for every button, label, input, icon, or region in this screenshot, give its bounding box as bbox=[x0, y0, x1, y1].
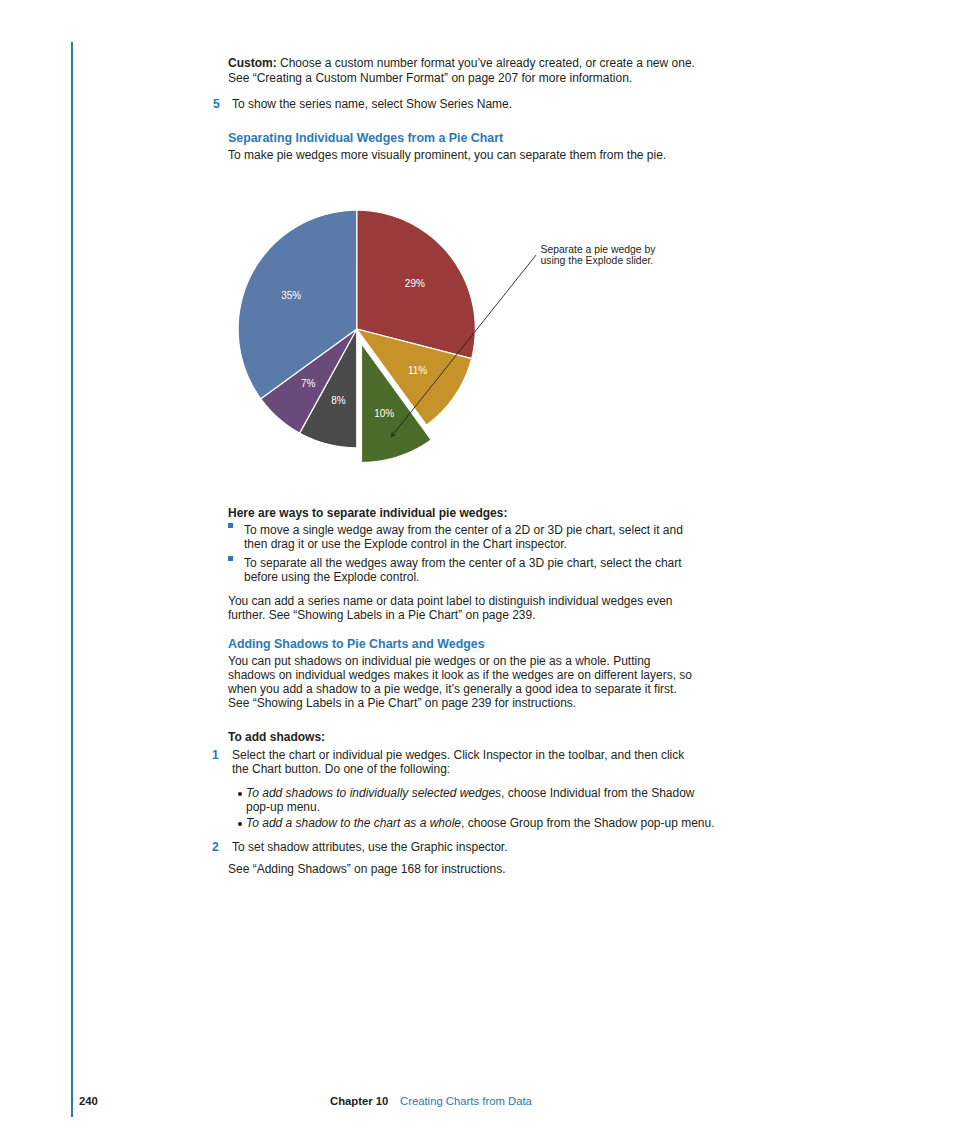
html-text:shadows on individual wedges m: shadows on individual wedges makes it lo… bbox=[228, 668, 692, 682]
html-text:See “Creating a Custom Number: See “Creating a Custom Number Format” on… bbox=[228, 71, 633, 85]
svg-text:35%: 35% bbox=[281, 290, 301, 301]
html-text:To separate all the wedges awa: To separate all the wedges away from the… bbox=[244, 556, 682, 570]
html-text:To set shadow attributes, use: To set shadow attributes, use the Graphi… bbox=[232, 840, 508, 854]
html-text:1: 1 bbox=[212, 748, 219, 762]
html-text:Chapter 10: Chapter 10 bbox=[330, 1095, 389, 1107]
html-text:To show the series name, selec: To show the series name, select Show Ser… bbox=[232, 97, 513, 111]
html-text:Adding Shadows to Pie Charts a: Adding Shadows to Pie Charts and Wedges bbox=[228, 637, 485, 651]
svg-text:7%: 7% bbox=[301, 378, 316, 389]
svg-text:Separate a pie wedge byusing t: Separate a pie wedge byusing the Explode… bbox=[541, 244, 657, 265]
html-text:To add shadows to individually: To add shadows to individually selected … bbox=[246, 786, 695, 800]
html-text:Select the chart or individual: Select the chart or individual pie wedge… bbox=[232, 748, 685, 762]
svg-text:10%: 10% bbox=[374, 408, 394, 419]
html-text:See “Adding Shadows” on page 1: See “Adding Shadows” on page 168 for ins… bbox=[228, 862, 506, 876]
html-text:To move a single wedge away fr: To move a single wedge away from the cen… bbox=[244, 523, 683, 537]
html-text:the Chart button. Do one of th: the Chart button. Do one of the followin… bbox=[232, 762, 451, 776]
html-text:before using the Explode contr: before using the Explode control. bbox=[244, 570, 420, 584]
html-text:Separating Individual Wedges f: Separating Individual Wedges from a Pie … bbox=[228, 131, 504, 145]
html-text:240: 240 bbox=[79, 1095, 98, 1107]
html-text:To add shadows:: To add shadows: bbox=[228, 730, 326, 744]
html-text:Here are ways to separate indi: Here are ways to separate individual pie… bbox=[228, 506, 508, 520]
html-text:2: 2 bbox=[212, 840, 219, 854]
html-text:See “Showing Labels in a Pie C: See “Showing Labels in a Pie Chart” on p… bbox=[228, 696, 577, 710]
html-text:Creating Charts from Data: Creating Charts from Data bbox=[400, 1095, 532, 1107]
html-text:You can put shadows on individ: You can put shadows on individual pie we… bbox=[228, 654, 651, 668]
html-text:then drag it or use the Explod: then drag it or use the Explode control … bbox=[244, 537, 567, 551]
html-text:Custom: Choose a custom number: Custom: Choose a custom number format yo… bbox=[228, 56, 695, 70]
html-text:when you add a shadow to a pie: when you add a shadow to a pie wedge, it… bbox=[228, 682, 677, 696]
html-text:pop-up menu.: pop-up menu. bbox=[246, 800, 321, 814]
svg-text:29%: 29% bbox=[405, 278, 425, 289]
html-text:To add a shadow to the chart a: To add a shadow to the chart as a whole,… bbox=[246, 816, 715, 830]
svg-text:11%: 11% bbox=[408, 365, 427, 376]
svg-text:8%: 8% bbox=[331, 395, 346, 406]
html-text:further. See “Showing Labels i: further. See “Showing Labels in a Pie Ch… bbox=[228, 608, 536, 622]
html-text:To make pie wedges more visual: To make pie wedges more visually promine… bbox=[228, 148, 667, 162]
html-text:You can add a series name or d: You can add a series name or data point … bbox=[228, 594, 673, 608]
html-text:5: 5 bbox=[213, 97, 220, 111]
